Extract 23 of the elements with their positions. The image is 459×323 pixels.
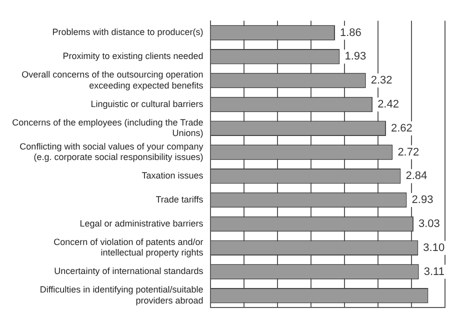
y-tick-label: Legal or administrative barriers — [80, 218, 204, 228]
data-label: 1.86 — [340, 26, 362, 39]
data-label: 2.93 — [412, 194, 434, 206]
y-tick-label: Overall concerns of the outsourcing operation exceeding expected benefits — [22, 70, 204, 90]
y-tick-label: Concern of violation of patents and/or intellectual property rights — [54, 236, 204, 258]
data-label: 2.84 — [406, 170, 428, 182]
y-tick-label: Trade tariffs — [156, 194, 204, 205]
y-tick-label: Concerns of the employees (including the Trade Unions) — [12, 117, 204, 138]
y-tick-label: Uncertainty of international standards — [54, 266, 204, 276]
data-label: 3.11 — [424, 266, 444, 278]
y-tick-label: Proximity to existing clients needed — [62, 51, 204, 62]
data-label: 2.32 — [370, 74, 392, 87]
y-tick-label: Conflicting with social values of your company (e.g. corporate social responsibility issues) — [20, 141, 204, 162]
y-tick-label: Problems with distance to producer(s) — [52, 27, 204, 38]
y-tick-label: Difficulties in identifying potential/suitable providers abroad — [40, 284, 204, 306]
data-label: 2.62 — [390, 122, 412, 134]
y-tick-label: Linguistic or cultural barriers — [90, 98, 204, 109]
data-label: 1.93 — [344, 50, 366, 63]
y-tick-label: Taxation issues — [142, 170, 204, 181]
data-label: 2.72 — [398, 146, 420, 158]
data-label: 2.42 — [378, 98, 399, 110]
data-label: 3.10 — [423, 242, 445, 254]
data-label: 3.03 — [418, 218, 440, 230]
